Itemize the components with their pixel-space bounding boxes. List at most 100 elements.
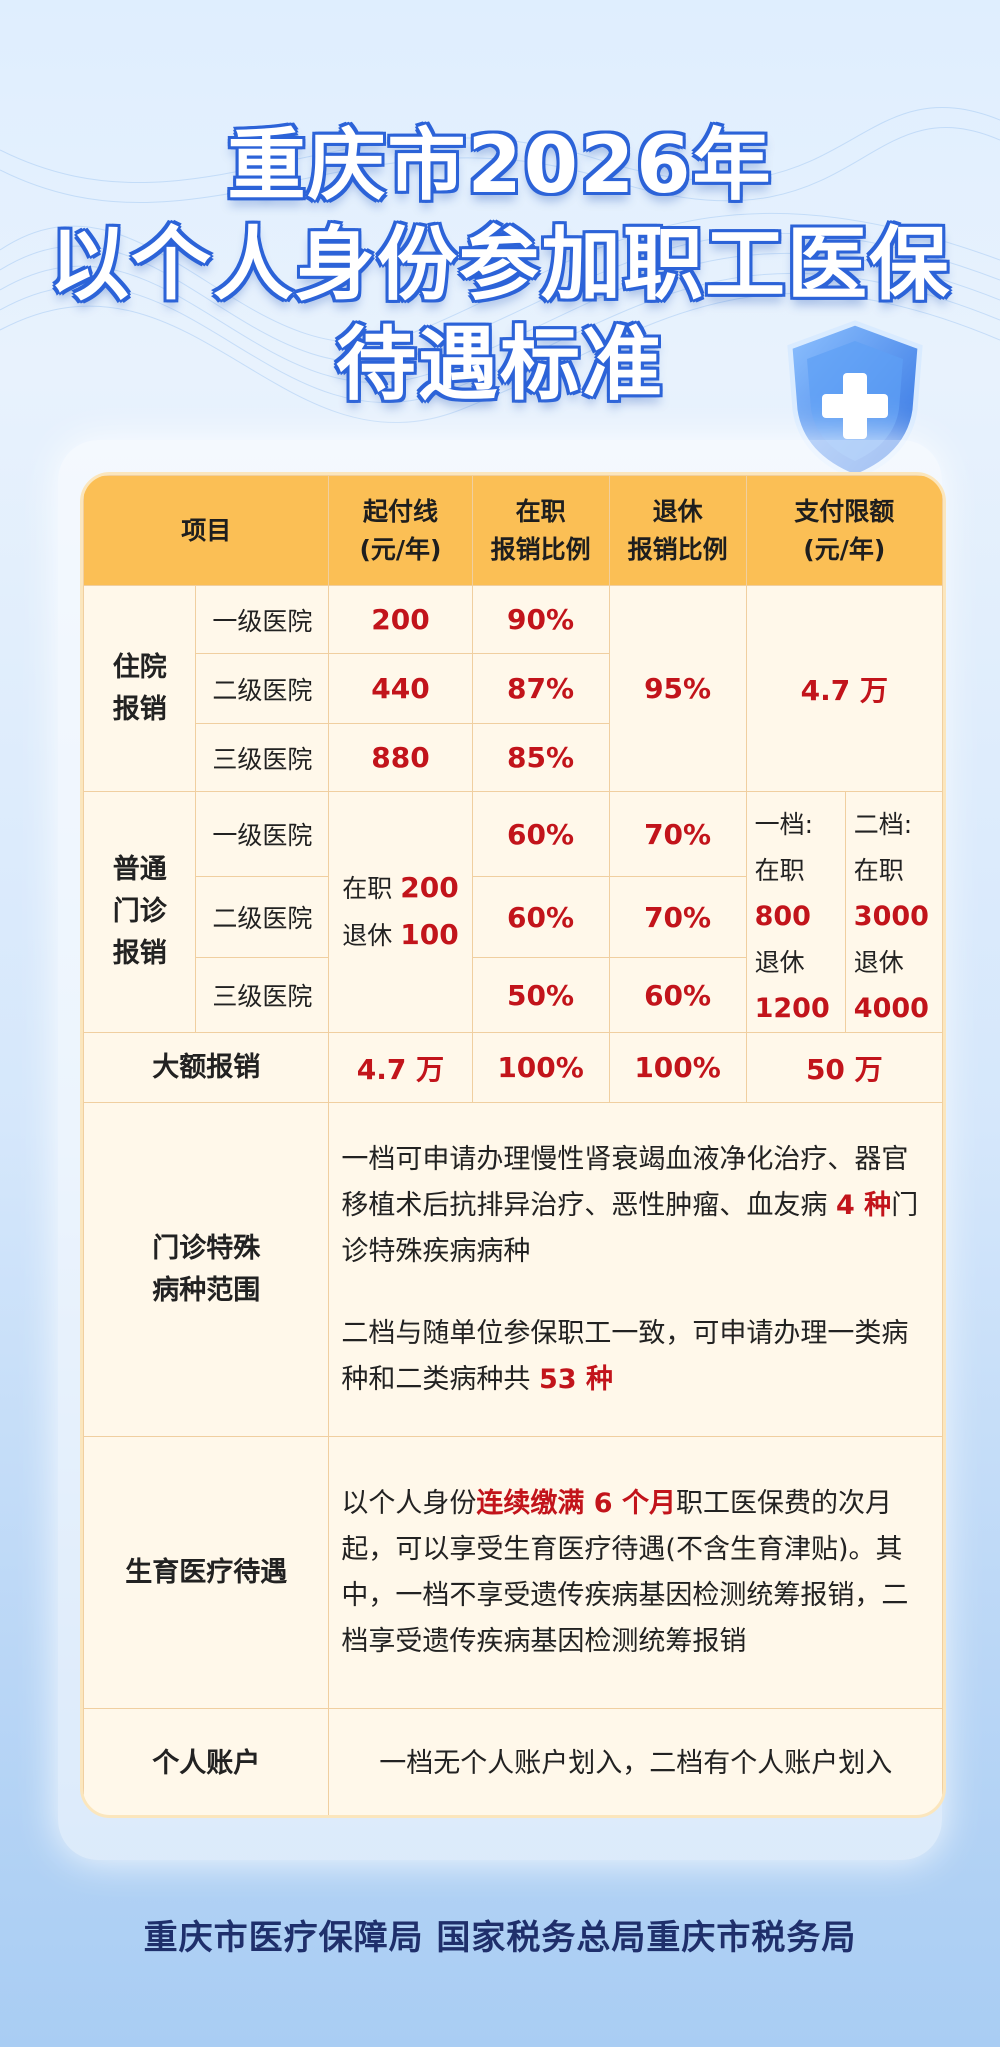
inpatient-retired-rate: 95%	[608, 585, 747, 792]
special-p2-text: 二档与随单位参保职工一致，可申请办理一类病种和二类病种共	[341, 1317, 909, 1395]
tier1-retired-label: 退休	[754, 948, 805, 977]
table-row: 二级医院 60% 70%	[84, 876, 943, 959]
major-retired-rate: 100%	[608, 1032, 747, 1103]
outpatient-retired-rate: 60%	[608, 957, 747, 1033]
outpatient-retired-rate: 70%	[608, 790, 747, 878]
header-limit: 支付限额 (元/年)	[745, 475, 943, 586]
inpatient-limit: 4.7 万	[745, 585, 943, 792]
inpatient-deductible: 200	[328, 585, 473, 654]
special-p1-text: 一档可申请办理慢性肾衰竭血液净化治疗、器官移植术后抗排异治疗、恶性肿瘤、血友病	[341, 1143, 909, 1221]
special-paragraph-1: 一档可申请办理慢性肾衰竭血液净化治疗、器官移植术后抗排异治疗、恶性肿瘤、血友病 …	[341, 1137, 930, 1275]
special-p1-count: 4 种	[836, 1189, 892, 1221]
header-employed-l1: 在职	[515, 496, 566, 526]
major-deductible: 4.7 万	[328, 1032, 473, 1103]
tier2-retired-value: 4000	[853, 993, 929, 1024]
tier1-employed-value: 800	[754, 901, 811, 932]
page-title: 重庆市2026年 以个人身份参加职工医保 待遇标准	[0, 120, 1000, 413]
tier2-retired-label: 退休	[853, 948, 904, 977]
special-label: 门诊特殊 病种范围	[83, 1102, 330, 1437]
outpatient-limit-tier2: 二档: 在职 3000 退休 4000	[844, 791, 943, 1033]
header-deductible-l1: 起付线	[362, 496, 438, 526]
header-deductible: 起付线 (元/年)	[328, 475, 473, 586]
deductible-employed-value: 200	[400, 871, 459, 904]
special-label-l1: 门诊特殊	[152, 1232, 261, 1264]
header-item-label: 项目	[181, 515, 232, 545]
table-row: 二级医院 440 87%	[84, 653, 943, 724]
hospital-level: 二级医院	[195, 876, 330, 959]
table-row: 个人账户 一档无个人账户划入，二档有个人账户划入	[83, 1708, 943, 1815]
hospital-level: 一级医院	[195, 585, 330, 654]
header-limit-l1: 支付限额	[794, 496, 895, 526]
title-line-2: 以个人身份参加职工医保	[49, 218, 951, 312]
hospital-level: 二级医院	[195, 653, 330, 724]
special-p1-suffix: 门诊特殊疾病病种	[341, 1189, 919, 1267]
inpatient-label-l1: 住院	[112, 651, 167, 683]
outpatient-employed-rate: 60%	[471, 790, 610, 878]
inpatient-employed-rate: 90%	[471, 585, 610, 654]
table-row: 住院报销 一级医院 200 90% 95% 4.7 万	[83, 585, 943, 792]
special-label-l2: 病种范围	[152, 1274, 261, 1306]
account-label: 个人账户	[83, 1708, 330, 1815]
outpatient-employed-rate: 60%	[471, 876, 610, 959]
special-p2-count: 53 种	[539, 1363, 613, 1395]
header-retired-l1: 退休	[652, 496, 703, 526]
inpatient-label: 住院 报销	[83, 585, 197, 792]
inpatient-employed-rate: 87%	[471, 653, 610, 724]
hospital-level: 一级医院	[195, 790, 330, 878]
header-item: 项目	[83, 475, 330, 586]
table-row: 门诊特殊病种范围 一档可申请办理慢性肾衰竭血液净化治疗、器官移植术后抗排异治疗、…	[83, 1102, 943, 1437]
outpatient-label-l1: 普通	[112, 854, 167, 885]
table-header-row: 项目 起付线 (元/年) 在职报销比例 退休报销比例 支付限额 (元/年)	[83, 475, 943, 586]
header-employed-l2: 报销比例	[490, 534, 591, 564]
inpatient-employed-rate: 85%	[471, 723, 610, 792]
deductible-retired-label: 退休	[342, 921, 393, 950]
maternity-text-c: 职工医保费的次月起，可以享受生育医疗待遇(不含生育津贴)。其中，一档不享受遗传疾…	[341, 1487, 909, 1657]
header-limit-l2: (元/年)	[803, 534, 886, 564]
table-row: 大额报销 4.7 万 100% 100% 50 万	[83, 1032, 943, 1103]
title-line-1: 重庆市2026年	[227, 121, 773, 211]
hospital-level: 三级医院	[195, 723, 330, 792]
tier1-retired-value: 1200	[754, 993, 830, 1024]
maternity-highlight: 连续缴满 6 个月	[476, 1487, 676, 1519]
outpatient-deductible: 在职 200 退休 100	[328, 791, 473, 1033]
background-wave-decoration	[0, 107, 1000, 423]
deductible-employed-label: 在职	[342, 874, 393, 903]
title-line-3: 待遇标准	[336, 318, 664, 412]
outpatient-label-l2: 门诊	[112, 896, 167, 927]
table-row: 三级医院 880 85%	[84, 723, 943, 792]
maternity-content: 以个人身份连续缴满 6 个月职工医保费的次月起，可以享受生育医疗待遇(不含生育津…	[328, 1436, 943, 1709]
inpatient-deductible: 880	[328, 723, 473, 792]
inpatient-deductible: 440	[328, 653, 473, 724]
outpatient-label: 普通 门诊 报销	[83, 791, 197, 1033]
header-deductible-l2: (元/年)	[359, 534, 442, 564]
inpatient-label-l2: 报销	[112, 693, 167, 725]
tier2-employed-value: 3000	[853, 901, 929, 932]
outpatient-label-l3: 报销	[112, 938, 167, 969]
major-label: 大额报销	[83, 1032, 330, 1103]
footer-issuers: 重庆市医疗保障局 国家税务总局重庆市税务局	[143, 1918, 857, 1958]
maternity-text-a: 以个人身份	[341, 1487, 477, 1519]
major-limit: 50 万	[745, 1032, 943, 1103]
major-employed-rate: 100%	[471, 1032, 610, 1103]
hospital-level: 三级医院	[195, 957, 330, 1033]
header-retired-l2: 报销比例	[627, 534, 728, 564]
account-content: 一档无个人账户划入，二档有个人账户划入	[328, 1708, 943, 1815]
benefits-table: 项目 起付线 (元/年) 在职 报销比例 退休 报销比例 支付限额 (元/年) 住院 报销…	[83, 475, 943, 1815]
tier2-label: 二档:	[853, 810, 913, 839]
outpatient-retired-rate: 70%	[608, 876, 747, 959]
header-employed: 在职 报销比例	[471, 475, 610, 586]
maternity-label: 生育医疗待遇	[83, 1436, 330, 1709]
special-paragraph-2: 二档与随单位参保职工一致，可申请办理一类病种和二类病种共 53 种	[341, 1311, 930, 1403]
tier1-employed-label: 在职	[754, 856, 805, 885]
benefits-table-card: 项目 起付线 (元/年) 在职 报销比例 退休 报销比例 支付限额 (元/年) 住院 报销…	[80, 472, 946, 1818]
table-row: 普通门诊报销 一级医院 在职 200 退休 100 60% 70% 一档: 在职…	[83, 790, 943, 1033]
table-row: 生育医疗待遇 以个人身份连续缴满 6 个月职工医保费的次月起，可以享受生育医疗待…	[83, 1436, 943, 1709]
outpatient-employed-rate: 50%	[471, 957, 610, 1033]
outpatient-limit-tier1: 一档: 在职 800 退休 1200	[745, 791, 846, 1033]
table-row: 三级医院 50% 60%	[84, 957, 943, 1033]
tier2-employed-label: 在职	[853, 856, 904, 885]
deductible-retired-value: 100	[400, 918, 459, 951]
tier1-label: 一档:	[754, 810, 814, 839]
header-retired: 退休 报销比例	[608, 475, 747, 586]
special-content: 一档可申请办理慢性肾衰竭血液净化治疗、器官移植术后抗排异治疗、恶性肿瘤、血友病 …	[328, 1102, 943, 1437]
